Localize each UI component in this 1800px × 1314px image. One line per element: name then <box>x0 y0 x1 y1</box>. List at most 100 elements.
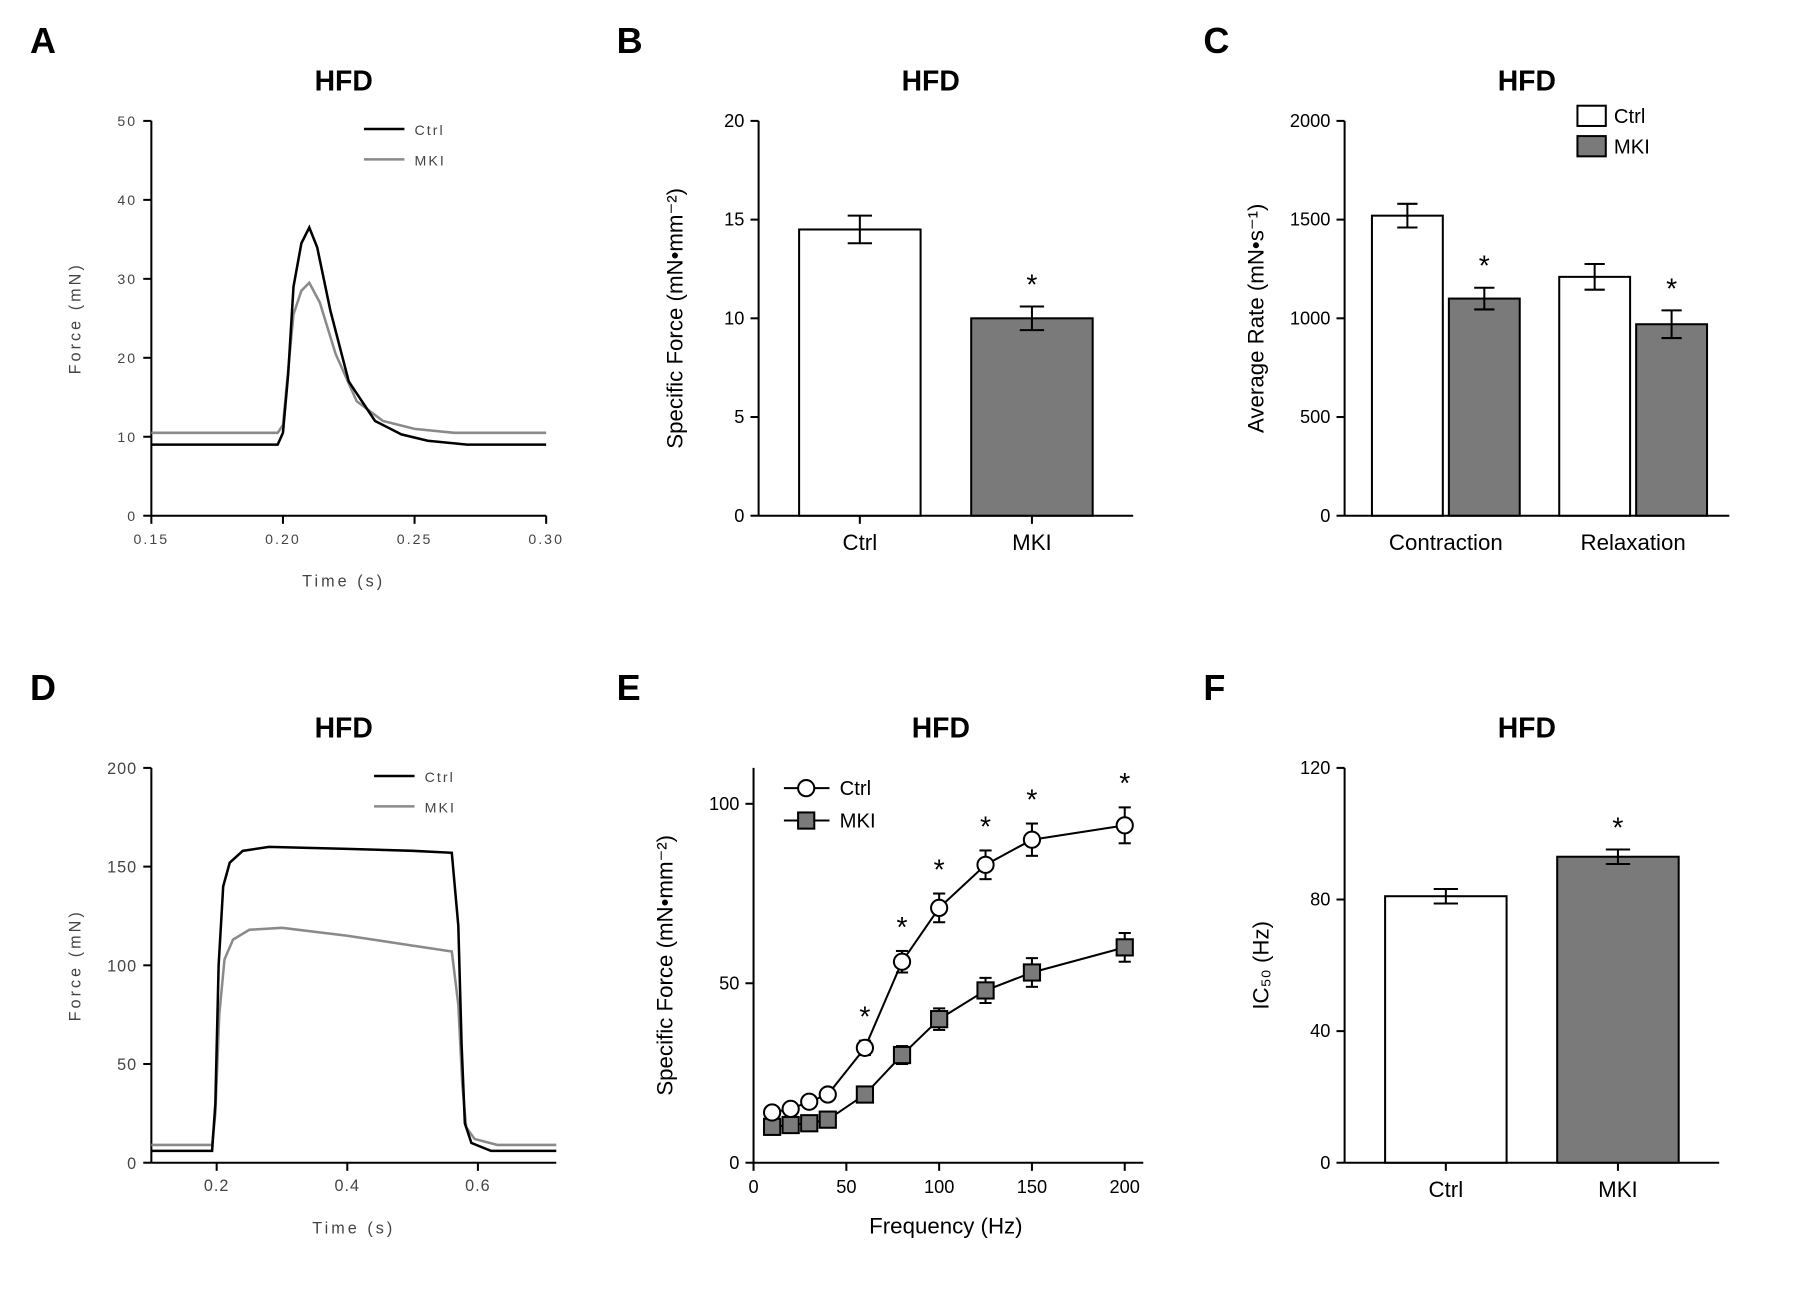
panel-E-legend: Ctrl MKI <box>784 778 876 832</box>
panel-B-ylabel: Specific Force (mN•mm⁻²) <box>662 188 687 449</box>
panel-D-yticks: 050100150200 <box>107 760 151 1173</box>
svg-text:0.6: 0.6 <box>465 1177 491 1195</box>
panel-A: A HFD 01020304050 0.150.200.250.30 Time … <box>40 30 587 637</box>
svg-text:100: 100 <box>924 1177 954 1197</box>
svg-text:0.2: 0.2 <box>204 1177 230 1195</box>
svg-text:*: * <box>896 912 907 944</box>
panel-A-xlabel: Time (s) <box>302 573 385 591</box>
panel-D-trace-mki <box>151 928 556 1145</box>
svg-text:*: * <box>1119 768 1130 800</box>
panel-B-chart: HFD 05101520 Specific Force (mN•mm⁻²) Ct… <box>627 30 1174 637</box>
panel-A-xticks: 0.150.200.250.30 <box>134 516 564 548</box>
svg-text:1500: 1500 <box>1290 210 1331 230</box>
panel-E-series: ****** <box>764 768 1133 1135</box>
panel-label-E: E <box>617 667 641 709</box>
panel-A-yticks: 01020304050 <box>117 114 151 525</box>
svg-text:30: 30 <box>117 272 137 288</box>
panel-D-xlabel: Time (s) <box>312 1220 395 1238</box>
svg-text:Relaxation: Relaxation <box>1581 530 1686 555</box>
svg-text:0: 0 <box>1321 506 1331 526</box>
panel-E-title: HFD <box>911 713 969 745</box>
svg-text:Contraction: Contraction <box>1389 530 1503 555</box>
svg-text:0: 0 <box>127 509 137 525</box>
svg-text:120: 120 <box>1300 758 1330 778</box>
panel-label-F: F <box>1203 667 1225 709</box>
panel-A-trace-mki <box>151 283 546 433</box>
panel-D-legend: Ctrl MKI <box>374 770 456 816</box>
panel-label-B: B <box>617 20 643 62</box>
panel-D-title: HFD <box>315 713 373 745</box>
svg-text:0: 0 <box>127 1155 137 1173</box>
panel-B-bars: Ctrl MKI * <box>799 216 1093 555</box>
panel-F-yticks: 0 40 80 120 <box>1300 758 1345 1173</box>
svg-text:Ctrl: Ctrl <box>842 530 877 555</box>
panel-label-A: A <box>30 20 56 62</box>
panel-B-title: HFD <box>901 66 959 98</box>
panel-F-title: HFD <box>1498 713 1556 745</box>
panel-D: D HFD 050100150200 0.20.40.6 Time (s) Fo… <box>40 677 587 1284</box>
svg-text:150: 150 <box>1016 1177 1046 1197</box>
svg-text:*: * <box>933 854 944 886</box>
svg-text:40: 40 <box>1310 1021 1330 1041</box>
svg-text:*: * <box>1026 269 1037 301</box>
svg-text:0: 0 <box>748 1177 758 1197</box>
svg-text:Ctrl: Ctrl <box>839 778 870 800</box>
panel-E-xticks: 050100150200 <box>748 1163 1139 1197</box>
svg-text:MKI: MKI <box>425 800 456 816</box>
svg-text:*: * <box>859 1002 870 1034</box>
svg-text:100: 100 <box>709 794 739 814</box>
svg-text:500: 500 <box>1300 407 1330 427</box>
panel-C-yticks: 0500100015002000 <box>1290 111 1345 526</box>
svg-text:200: 200 <box>1109 1177 1139 1197</box>
svg-text:150: 150 <box>107 859 137 877</box>
panel-A-trace-ctrl <box>151 228 546 445</box>
panel-label-C: C <box>1203 20 1229 62</box>
svg-text:Ctrl: Ctrl <box>1614 106 1645 128</box>
svg-text:*: * <box>1479 251 1490 283</box>
svg-text:0: 0 <box>729 1153 739 1173</box>
panel-B: B HFD 05101520 Specific Force (mN•mm⁻²) … <box>627 30 1174 637</box>
svg-text:5: 5 <box>734 407 744 427</box>
svg-text:10: 10 <box>117 430 137 446</box>
svg-text:MKI: MKI <box>839 811 875 833</box>
svg-text:0.25: 0.25 <box>397 532 433 548</box>
panel-D-ylabel: Force (mN) <box>66 909 84 1021</box>
svg-text:*: * <box>980 811 991 843</box>
svg-text:80: 80 <box>1310 890 1330 910</box>
panel-label-D: D <box>30 667 56 709</box>
panel-F-ylabel: IC₅₀ (Hz) <box>1249 921 1274 1010</box>
panel-A-chart: HFD 01020304050 0.150.200.250.30 Time (s… <box>40 30 587 637</box>
panel-E: E HFD 050100 050100150200 Frequency (Hz)… <box>627 677 1174 1284</box>
svg-text:MKI: MKI <box>1012 530 1052 555</box>
svg-text:MKI: MKI <box>1598 1177 1638 1202</box>
panel-D-chart: HFD 050100150200 0.20.40.6 Time (s) Forc… <box>40 677 587 1284</box>
svg-text:Ctrl: Ctrl <box>1429 1177 1464 1202</box>
svg-text:*: * <box>1666 273 1677 305</box>
svg-text:40: 40 <box>117 193 137 209</box>
svg-text:0: 0 <box>1321 1153 1331 1173</box>
panel-B-yticks: 05101520 <box>724 111 758 526</box>
panel-E-yticks: 0 50 100 <box>709 794 754 1173</box>
svg-text:MKI: MKI <box>1614 136 1650 158</box>
svg-text:Ctrl: Ctrl <box>425 770 455 786</box>
panel-A-legend: Ctrl MKI <box>364 123 446 169</box>
panel-C-title: HFD <box>1498 66 1556 98</box>
svg-text:0.4: 0.4 <box>335 1177 361 1195</box>
panel-D-xticks: 0.2 0.4 0.6 <box>204 1163 491 1195</box>
panel-C-bars: Contraction Relaxation * * <box>1372 204 1707 555</box>
panel-C: C HFD 0500100015002000 Average Rate (mN•… <box>1213 30 1760 637</box>
svg-text:50: 50 <box>117 1056 137 1074</box>
svg-text:50: 50 <box>719 973 739 993</box>
panel-F-chart: HFD 04080120 IC₅₀ (Hz) CtrlMKI* <box>1213 677 1760 1284</box>
panel-E-ylabel: Specific Force (mN•mm⁻²) <box>652 835 677 1096</box>
svg-text:Ctrl: Ctrl <box>415 123 445 139</box>
panel-E-xlabel: Frequency (Hz) <box>869 1214 1022 1239</box>
svg-text:100: 100 <box>107 957 137 975</box>
panel-E-chart: HFD 0 50 100 0 50 100 150 200 Frequency (Hz) S… <box>627 677 1174 1284</box>
panel-A-axes <box>151 121 546 516</box>
panel-C-ylabel: Average Rate (mN•s⁻¹) <box>1244 204 1269 433</box>
svg-text:50: 50 <box>117 114 137 130</box>
svg-text:10: 10 <box>724 308 744 328</box>
panel-F-bars: CtrlMKI* <box>1385 812 1679 1202</box>
panel-F: F HFD 04080120 IC₅₀ (Hz) CtrlMKI* <box>1213 677 1760 1284</box>
